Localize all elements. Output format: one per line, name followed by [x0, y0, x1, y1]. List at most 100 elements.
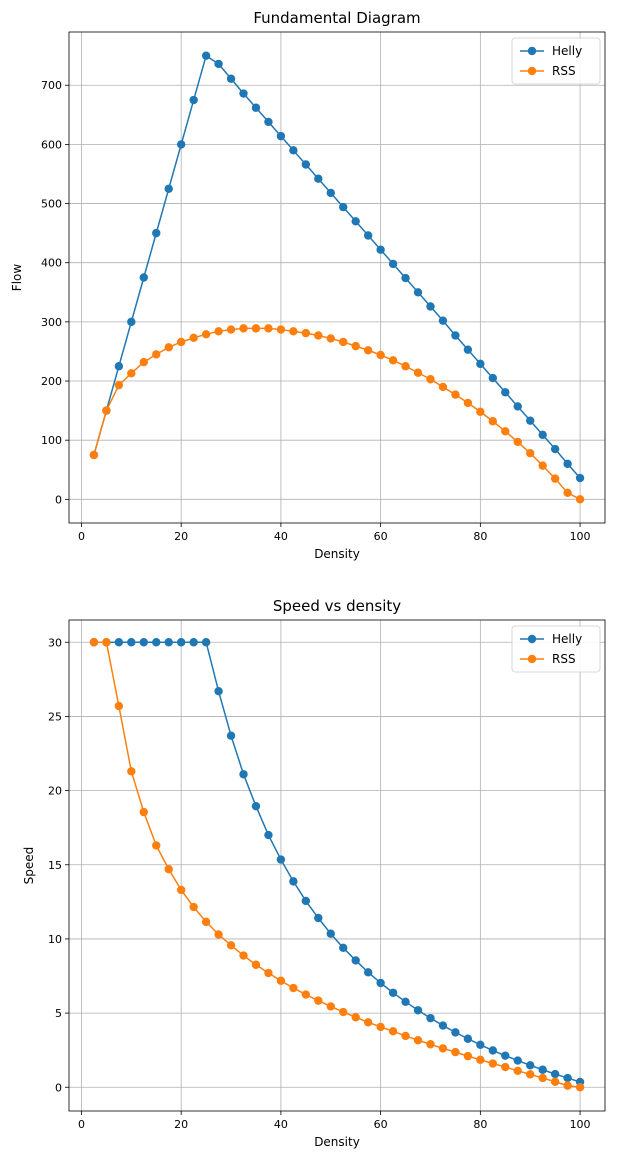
data-point-rss — [251, 324, 261, 333]
data-point-rss — [463, 1051, 473, 1061]
chart-1: 0 20 40 60 80 100 0 100 200 300 400 500 600 700 Fundam… — [10, 9, 606, 561]
data-point-rss — [139, 807, 148, 817]
data-point-rss — [438, 1044, 448, 1053]
data-point-rss — [413, 368, 423, 377]
series-line-rss — [93, 641, 581, 1089]
data-point-helly — [127, 317, 136, 327]
y-tick-label: 5 — [55, 1007, 62, 1020]
y-tick-label: 200 — [41, 375, 62, 388]
data-point-helly — [176, 638, 186, 647]
data-point-rss — [575, 495, 585, 504]
data-point-helly — [214, 59, 223, 69]
data-point-rss — [401, 362, 410, 371]
data-point-helly — [251, 103, 261, 112]
y-axis-label: Speed — [22, 847, 36, 885]
data-point-rss — [264, 968, 273, 978]
data-point-rss — [363, 346, 373, 355]
data-point-helly — [476, 359, 485, 369]
data-point-rss — [127, 369, 136, 378]
data-point-helly — [264, 830, 273, 840]
data-point-rss — [114, 380, 124, 390]
data-point-helly — [164, 184, 173, 193]
data-point-rss — [401, 1031, 410, 1041]
data-point-rss — [314, 331, 323, 340]
data-point-helly — [139, 273, 148, 282]
data-point-helly — [513, 1056, 522, 1065]
data-point-rss — [513, 1066, 522, 1076]
data-point-helly — [351, 956, 360, 965]
y-tick-label: 25 — [48, 710, 62, 723]
legend-marker-helly — [527, 46, 537, 56]
data-point-helly — [413, 288, 423, 297]
data-point-rss — [451, 390, 460, 399]
data-point-rss — [575, 1083, 585, 1092]
data-point-helly — [152, 228, 161, 238]
x-axis-label: Density — [314, 1135, 360, 1149]
data-point-rss — [276, 325, 286, 334]
data-point-rss — [214, 930, 223, 939]
data-point-rss — [164, 865, 173, 874]
x-tick-label: 0 — [78, 1118, 85, 1131]
x-tick-label: 0 — [78, 530, 85, 543]
data-point-helly — [214, 687, 223, 696]
legend-label-rss: RSS — [552, 652, 576, 666]
data-point-rss — [226, 941, 236, 950]
data-point-rss — [189, 333, 198, 343]
data-point-rss — [276, 976, 286, 985]
data-point-helly — [226, 731, 236, 740]
data-point-helly — [376, 245, 385, 254]
chart-title: Speed vs density — [273, 597, 401, 615]
data-point-rss — [501, 1062, 510, 1072]
data-point-rss — [438, 382, 448, 392]
data-point-rss — [89, 450, 99, 460]
data-point-helly — [114, 362, 124, 371]
data-point-rss — [201, 917, 211, 927]
data-point-helly — [264, 117, 273, 127]
legend: Helly RSS — [511, 625, 601, 673]
data-point-rss — [189, 902, 198, 912]
x-tick-label: 80 — [473, 530, 487, 543]
chart-title: Fundamental Diagram — [253, 9, 420, 27]
x-tick-label: 40 — [274, 1118, 288, 1131]
y-tick-label: 300 — [41, 316, 62, 329]
data-point-rss — [139, 357, 148, 367]
y-tick-label: 30 — [48, 636, 62, 649]
data-point-helly — [488, 373, 498, 383]
data-point-helly — [339, 943, 348, 953]
legend-label-helly: Helly — [552, 44, 582, 58]
data-point-helly — [363, 231, 373, 240]
data-point-rss — [388, 356, 398, 365]
data-point-helly — [201, 638, 211, 647]
data-point-rss — [501, 427, 510, 436]
data-point-helly — [526, 1061, 535, 1070]
data-point-helly — [326, 188, 335, 198]
data-point-rss — [152, 841, 161, 850]
data-point-rss — [264, 324, 273, 333]
data-point-helly — [251, 801, 261, 811]
data-point-rss — [538, 461, 547, 470]
data-point-helly — [501, 388, 510, 397]
data-point-helly — [176, 140, 186, 149]
data-point-helly — [339, 202, 348, 212]
data-point-rss — [376, 350, 385, 360]
data-point-helly — [376, 978, 385, 988]
data-point-rss — [239, 324, 248, 333]
legend-label-rss: RSS — [552, 64, 576, 78]
y-axis-label: Flow — [10, 264, 24, 292]
data-point-rss — [326, 334, 335, 343]
data-point-helly — [239, 770, 248, 779]
series-line-helly — [93, 54, 581, 479]
x-axis-label: Density — [314, 547, 360, 561]
data-point-helly — [388, 988, 398, 997]
data-point-helly — [351, 217, 360, 226]
y-tick-label: 10 — [48, 933, 62, 946]
x-tick-label: 20 — [174, 1118, 188, 1131]
data-point-rss — [226, 325, 236, 334]
data-point-rss — [488, 417, 498, 426]
data-point-rss — [289, 983, 298, 993]
data-point-rss — [351, 341, 360, 351]
data-point-helly — [550, 1069, 560, 1079]
data-point-rss — [102, 638, 111, 647]
data-point-rss — [314, 996, 323, 1005]
data-point-rss — [251, 960, 261, 969]
